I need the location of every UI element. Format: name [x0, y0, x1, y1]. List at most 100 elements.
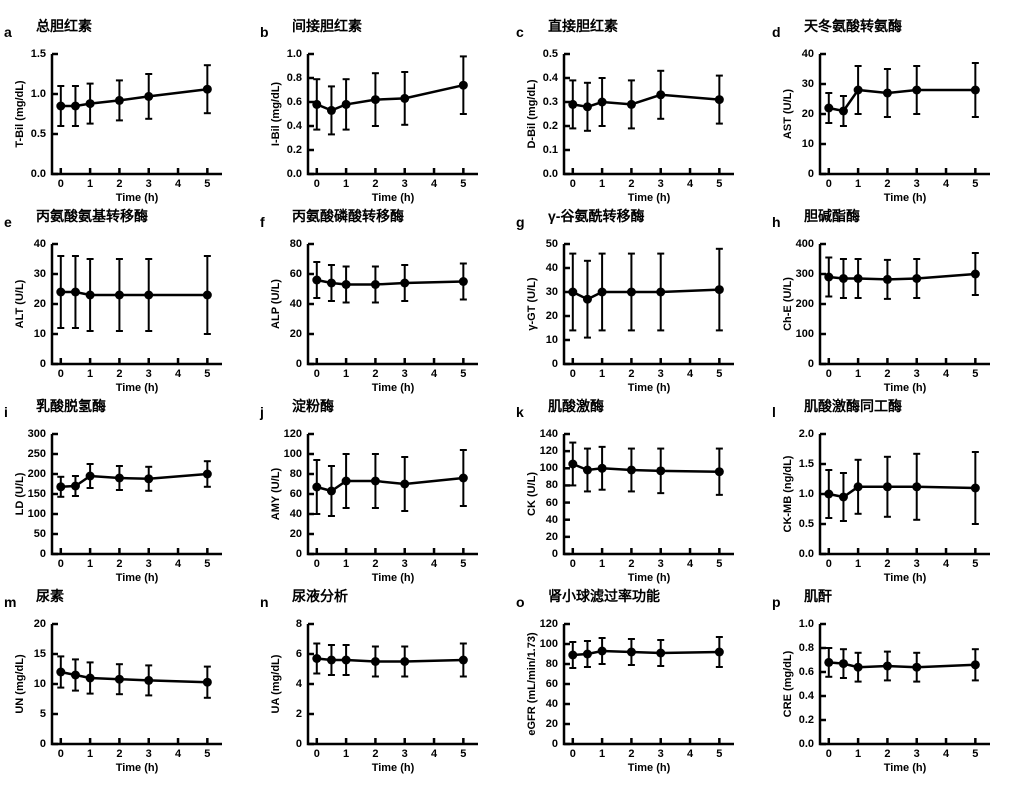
- plot-svg: [820, 54, 990, 174]
- y-tick-label: 0: [262, 358, 302, 370]
- x-tick-label: 0: [58, 748, 64, 760]
- y-tick-label: 2: [262, 708, 302, 720]
- y-tick-label: 0.0: [774, 548, 814, 560]
- y-axis-label: I-Bil (mg/dL): [270, 54, 282, 174]
- plot-area: 012345010203040: [52, 244, 222, 364]
- y-tick-label: 100: [518, 462, 558, 474]
- y-tick-label: 0: [518, 548, 558, 560]
- x-tick-label: 2: [372, 558, 378, 570]
- x-tick-label: 4: [431, 558, 437, 570]
- y-tick-label: 40: [518, 262, 558, 274]
- y-tick-label: 0.2: [518, 120, 558, 132]
- x-axis-label: Time (h): [564, 762, 734, 774]
- x-tick-label: 5: [972, 558, 978, 570]
- y-tick-label: 20: [6, 298, 46, 310]
- panel-title: 胆碱酯酶: [804, 206, 860, 226]
- plot-area: 012345020406080100120: [564, 624, 734, 744]
- plot-svg: [308, 244, 478, 364]
- x-tick-label: 0: [570, 368, 576, 380]
- panel-letter: g: [516, 214, 525, 230]
- x-tick-label: 0: [58, 558, 64, 570]
- y-tick-label: 1.0: [774, 488, 814, 500]
- y-tick-label: 100: [518, 638, 558, 650]
- x-tick-label: 2: [116, 178, 122, 190]
- y-axis-label: ALT (U/L): [14, 244, 26, 364]
- y-tick-label: 10: [518, 334, 558, 346]
- y-axis-label: ALP (U/L): [270, 244, 282, 364]
- plot-area: 012345020406080100120: [308, 434, 478, 554]
- x-tick-label: 2: [372, 748, 378, 760]
- plot-area: 01234501020304050: [564, 244, 734, 364]
- y-tick-label: 80: [262, 238, 302, 250]
- plot-svg: [308, 54, 478, 174]
- panel-title: 丙氨酸磷酸转移酶: [292, 206, 404, 226]
- x-tick-label: 2: [116, 748, 122, 760]
- x-tick-label: 4: [431, 748, 437, 760]
- y-tick-label: 200: [6, 468, 46, 480]
- panel-letter: j: [260, 404, 264, 420]
- y-tick-label: 4: [262, 678, 302, 690]
- y-tick-label: 30: [774, 78, 814, 90]
- x-tick-label: 5: [972, 748, 978, 760]
- y-tick-label: 0.0: [262, 168, 302, 180]
- y-tick-label: 400: [774, 238, 814, 250]
- y-tick-label: 10: [6, 678, 46, 690]
- panel-o: o肾小球滤过率功能012345020406080100120Time (h)eG…: [512, 580, 768, 770]
- panel-title: 乳酸脱氢酶: [36, 396, 106, 416]
- y-tick-label: 0.0: [774, 738, 814, 750]
- x-tick-label: 3: [402, 368, 408, 380]
- x-tick-label: 4: [431, 178, 437, 190]
- panel-letter: f: [260, 214, 265, 230]
- x-tick-label: 1: [855, 178, 861, 190]
- x-tick-label: 5: [716, 368, 722, 380]
- x-tick-label: 4: [687, 178, 693, 190]
- y-tick-label: 0.6: [774, 666, 814, 678]
- y-tick-label: 100: [774, 328, 814, 340]
- panel-f: f丙氨酸磷酸转移酶012345020406080Time (h)ALP (U/L…: [256, 200, 512, 390]
- y-axis-label: AMY (U/L): [270, 434, 282, 554]
- x-tick-label: 4: [175, 178, 181, 190]
- x-tick-label: 2: [116, 558, 122, 570]
- y-tick-label: 20: [6, 618, 46, 630]
- plot-svg: [564, 54, 734, 174]
- y-tick-label: 10: [6, 328, 46, 340]
- x-tick-label: 4: [687, 368, 693, 380]
- x-tick-label: 3: [914, 748, 920, 760]
- x-tick-label: 1: [343, 748, 349, 760]
- x-tick-label: 5: [460, 558, 466, 570]
- y-tick-label: 40: [6, 238, 46, 250]
- panel-letter: m: [4, 594, 16, 610]
- plot-svg: [820, 244, 990, 364]
- y-tick-label: 0: [6, 738, 46, 750]
- y-tick-label: 0.5: [774, 518, 814, 530]
- y-tick-label: 250: [6, 448, 46, 460]
- y-tick-label: 0.4: [262, 120, 302, 132]
- panel-m: m尿素01234505101520Time (h)UN (mg/dL): [0, 580, 256, 770]
- x-tick-label: 3: [914, 558, 920, 570]
- y-axis-label: T-Bil (mg/dL): [14, 54, 26, 174]
- y-tick-label: 20: [262, 328, 302, 340]
- y-tick-label: 0.8: [774, 642, 814, 654]
- x-tick-label: 1: [87, 178, 93, 190]
- x-tick-label: 4: [175, 558, 181, 570]
- y-tick-label: 200: [774, 298, 814, 310]
- y-tick-label: 150: [6, 488, 46, 500]
- x-tick-label: 5: [204, 748, 210, 760]
- y-axis-label: UA (mg/dL): [270, 624, 282, 744]
- y-tick-label: 1.0: [774, 618, 814, 630]
- y-tick-label: 80: [262, 468, 302, 480]
- x-tick-label: 2: [372, 368, 378, 380]
- x-tick-label: 2: [116, 368, 122, 380]
- y-tick-label: 0.6: [262, 96, 302, 108]
- x-tick-label: 2: [628, 178, 634, 190]
- y-tick-label: 6: [262, 648, 302, 660]
- y-tick-label: 1.0: [6, 88, 46, 100]
- x-tick-label: 4: [687, 748, 693, 760]
- plot-svg: [308, 624, 478, 744]
- y-tick-label: 0: [262, 738, 302, 750]
- x-tick-label: 0: [314, 368, 320, 380]
- y-tick-label: 120: [518, 445, 558, 457]
- y-tick-label: 30: [518, 286, 558, 298]
- x-tick-label: 0: [58, 178, 64, 190]
- y-axis-label: CRE (mg/dL): [782, 624, 794, 744]
